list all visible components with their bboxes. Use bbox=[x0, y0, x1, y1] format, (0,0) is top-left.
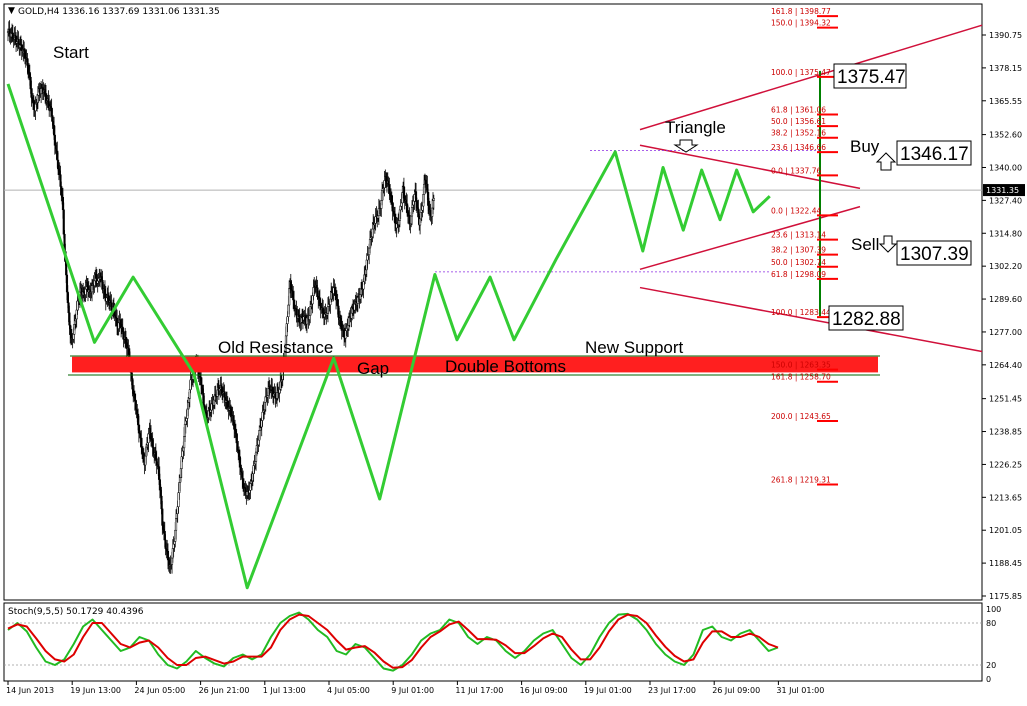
fib-level-label: 50.0 | 1302.74 bbox=[771, 258, 826, 267]
price-box-label: 1282.88 bbox=[832, 309, 901, 330]
price-axis-label: 1188.45 bbox=[989, 559, 1022, 568]
fib-level-label: 150.0 | 1263.35 bbox=[771, 361, 831, 370]
annotation-sell: Sell bbox=[851, 235, 879, 254]
fib-level-label: 200.0 | 1243.65 bbox=[771, 412, 831, 421]
candle-body bbox=[432, 198, 435, 201]
time-axis-label: 19 Jun 13:00 bbox=[70, 686, 121, 695]
price-axis-label: 1302.20 bbox=[989, 262, 1022, 271]
time-axis-label: 11 Jul 17:00 bbox=[455, 686, 503, 695]
price-box-label: 1307.39 bbox=[900, 244, 969, 265]
fib-level-label: 161.8 | 1398.77 bbox=[771, 7, 831, 16]
fib-level-label: 61.8 | 1298.09 bbox=[771, 270, 826, 279]
price-box bbox=[896, 140, 972, 166]
annotation-buy: Buy bbox=[850, 137, 880, 156]
time-axis: 14 Jun 2013 19 Jun 13:00 24 Jun 05:00 26 Ju… bbox=[6, 681, 824, 695]
price-axis-label: 1175.85 bbox=[989, 592, 1022, 601]
fib-level-label: 61.8 | 1361.06 bbox=[771, 106, 826, 115]
channel-line bbox=[639, 205, 861, 271]
price-axis-label: 1251.45 bbox=[989, 395, 1022, 404]
fib-level-label: 261.8 | 1219.31 bbox=[771, 476, 831, 485]
stoch-plot-frame bbox=[3, 602, 983, 682]
stoch-series-line-0 bbox=[7, 611, 779, 672]
stoch-indicator-label: Stoch(9,5,5) 50.1729 40.4396 bbox=[8, 607, 144, 617]
price-axis-label: 1340.00 bbox=[989, 163, 1022, 172]
swing-zigzag-line bbox=[6, 83, 771, 590]
price-axis-label: 1201.05 bbox=[989, 526, 1022, 535]
annotation-triangle: Triangle bbox=[665, 118, 726, 137]
fib-level-label: 38.2 | 1307.39 bbox=[771, 246, 826, 255]
fibonacci-levels: 161.8 | 1398.77 150.0 | 1394.32 100.0 | 13… bbox=[771, 7, 838, 486]
stochastic-panel: 100 80 20 0 bbox=[4, 605, 1001, 684]
price-axis: 1390.75 1378.15 1365.55 1352.60 1340.00 1327.… bbox=[982, 31, 1025, 601]
fib-level-label: 0.0 | 1337.76 bbox=[771, 166, 821, 175]
time-axis-label: 26 Jun 21:00 bbox=[199, 686, 250, 695]
sell-down-arrow-icon bbox=[878, 235, 898, 253]
price-box-label: 1346.17 bbox=[900, 144, 969, 165]
annotation-gap: Gap bbox=[357, 359, 389, 378]
channel-line bbox=[639, 286, 983, 353]
fib-level-label: 150.0 | 1394.32 bbox=[771, 19, 831, 28]
time-axis-label: 26 Jul 09:00 bbox=[712, 686, 760, 695]
fib-level-label: 161.8 | 1258.70 bbox=[771, 373, 831, 382]
fib-level-label: 50.0 | 1356.61 bbox=[771, 117, 826, 126]
price-axis-label: 1365.55 bbox=[989, 97, 1022, 106]
fib-level-label: 23.6 | 1313.14 bbox=[771, 231, 826, 240]
chart-header-arrow[interactable]: ▼ bbox=[8, 6, 15, 16]
stoch-series-line-1 bbox=[7, 613, 779, 669]
fib-level-label: 38.2 | 1352.16 bbox=[771, 129, 826, 138]
annotation-double-bottoms: Double Bottoms bbox=[445, 357, 566, 376]
price-axis-label: 1378.15 bbox=[989, 64, 1022, 73]
price-axis-label: 1352.60 bbox=[989, 131, 1022, 140]
stoch-axis-label: 80 bbox=[986, 619, 996, 628]
annotation-start: Start bbox=[53, 43, 89, 62]
current-price-label: 1331.35 bbox=[986, 186, 1019, 195]
stoch-axis-label: 100 bbox=[986, 605, 1001, 614]
time-axis-label: 16 Jul 09:00 bbox=[520, 686, 568, 695]
triangle-down-arrow-icon bbox=[673, 139, 699, 153]
channel-line bbox=[639, 24, 983, 131]
time-axis-label: 14 Jun 2013 bbox=[6, 686, 54, 695]
stoch-axis-label: 0 bbox=[986, 675, 991, 684]
price-axis-label: 1327.40 bbox=[989, 196, 1022, 205]
time-axis-label: 23 Jul 17:00 bbox=[648, 686, 696, 695]
time-axis-label: 24 Jun 05:00 bbox=[134, 686, 185, 695]
time-axis-label: 19 Jul 01:00 bbox=[584, 686, 632, 695]
fib-level-label: 100.0 | 1283.44 bbox=[771, 308, 831, 317]
swing-zigzag bbox=[6, 83, 771, 590]
time-axis-label: 31 Jul 01:00 bbox=[776, 686, 824, 695]
price-box bbox=[896, 240, 972, 266]
support-resistance-zones bbox=[68, 24, 983, 376]
price-axis-label: 1390.75 bbox=[989, 31, 1022, 40]
channel-line bbox=[639, 144, 861, 190]
price-box bbox=[833, 63, 907, 89]
price-axis-label: 1238.85 bbox=[989, 428, 1022, 437]
fib-level-label: 0.0 | 1322.44 bbox=[771, 206, 821, 215]
annotation-old-resistance: Old Resistance bbox=[218, 338, 333, 357]
price-axis-label: 1213.65 bbox=[989, 493, 1022, 502]
price-axis-label: 1264.40 bbox=[989, 361, 1022, 370]
fib-level-label: 23.6 | 1346.66 bbox=[771, 143, 826, 152]
price-box-label: 1375.47 bbox=[837, 67, 906, 88]
price-box bbox=[828, 305, 904, 331]
annotation-new-support: New Support bbox=[585, 338, 684, 357]
price-axis-label: 1226.25 bbox=[989, 460, 1022, 469]
main-plot-frame bbox=[3, 3, 983, 601]
price-axis-label: 1289.60 bbox=[989, 295, 1022, 304]
current-price-box bbox=[983, 184, 1025, 197]
time-axis-label: 1 Jul 13:00 bbox=[263, 686, 306, 695]
candlesticks bbox=[6, 20, 435, 574]
time-axis-label: 9 Jul 01:00 bbox=[391, 686, 434, 695]
time-axis-label: 4 Jul 05:00 bbox=[327, 686, 370, 695]
price-axis-label: 1314.80 bbox=[989, 229, 1022, 238]
buy-up-arrow-icon bbox=[875, 152, 897, 171]
stoch-axis-label: 20 bbox=[986, 661, 996, 670]
fib-level-label: 100.0 | 1375.47 bbox=[771, 68, 831, 77]
price-axis-label: 1277.00 bbox=[989, 328, 1022, 337]
chart-annotations: Start Old Resistance Gap Double Bottoms New … bbox=[53, 43, 972, 378]
chart-header: GOLD,H4 1336.16 1337.69 1331.06 1331.35 bbox=[18, 7, 220, 17]
support-resistance-zone bbox=[72, 356, 878, 373]
